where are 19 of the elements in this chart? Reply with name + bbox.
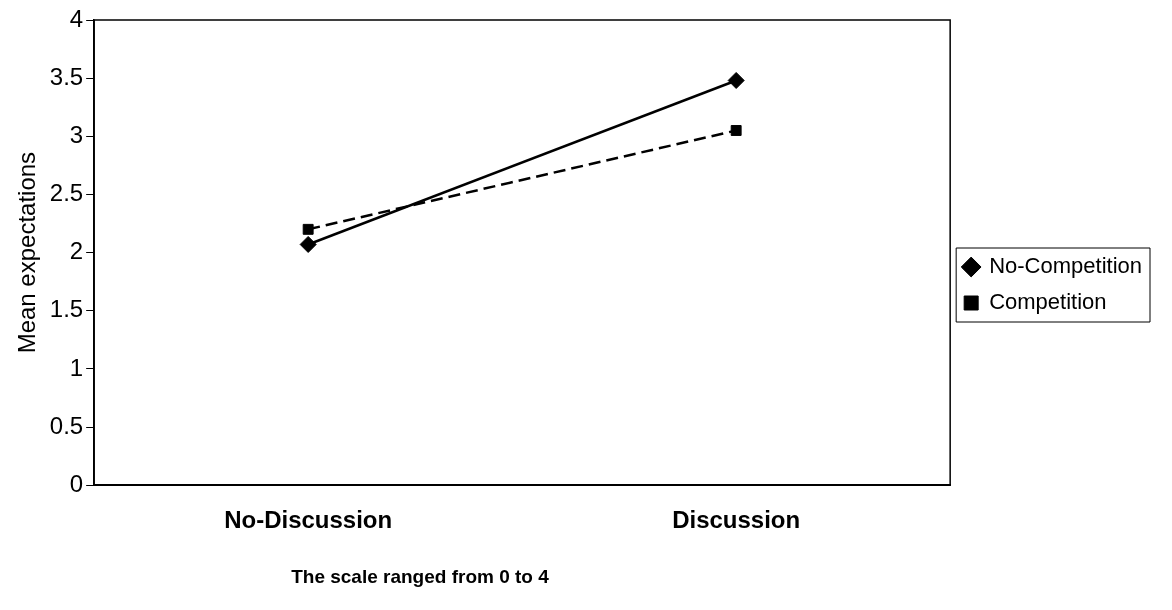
point [299, 235, 317, 253]
x-tick-label: No-Discussion [224, 506, 393, 534]
legend-label: No-Competition [989, 253, 1142, 279]
x-tick-label: Discussion [672, 506, 801, 534]
y-tick-label: 4 [69, 4, 84, 32]
y-tick-label: 1.5 [49, 295, 84, 323]
y-tick-label: 3.5 [49, 62, 84, 90]
y-tick-label: 2.5 [49, 179, 84, 207]
y-tick-label: 3 [69, 120, 84, 148]
y-tick-label: 0 [69, 469, 84, 497]
y-axis-title: Mean expectations [13, 151, 41, 354]
point [730, 125, 742, 136]
point [302, 223, 314, 235]
y-tick-label: 0.5 [49, 411, 84, 439]
text: The scale ranged from 0 to 4 [290, 566, 550, 588]
y-tick-label: 1 [69, 353, 84, 381]
point [727, 71, 745, 89]
y-tick-label: 2 [69, 237, 84, 265]
legend-label: Competition [989, 289, 1107, 315]
